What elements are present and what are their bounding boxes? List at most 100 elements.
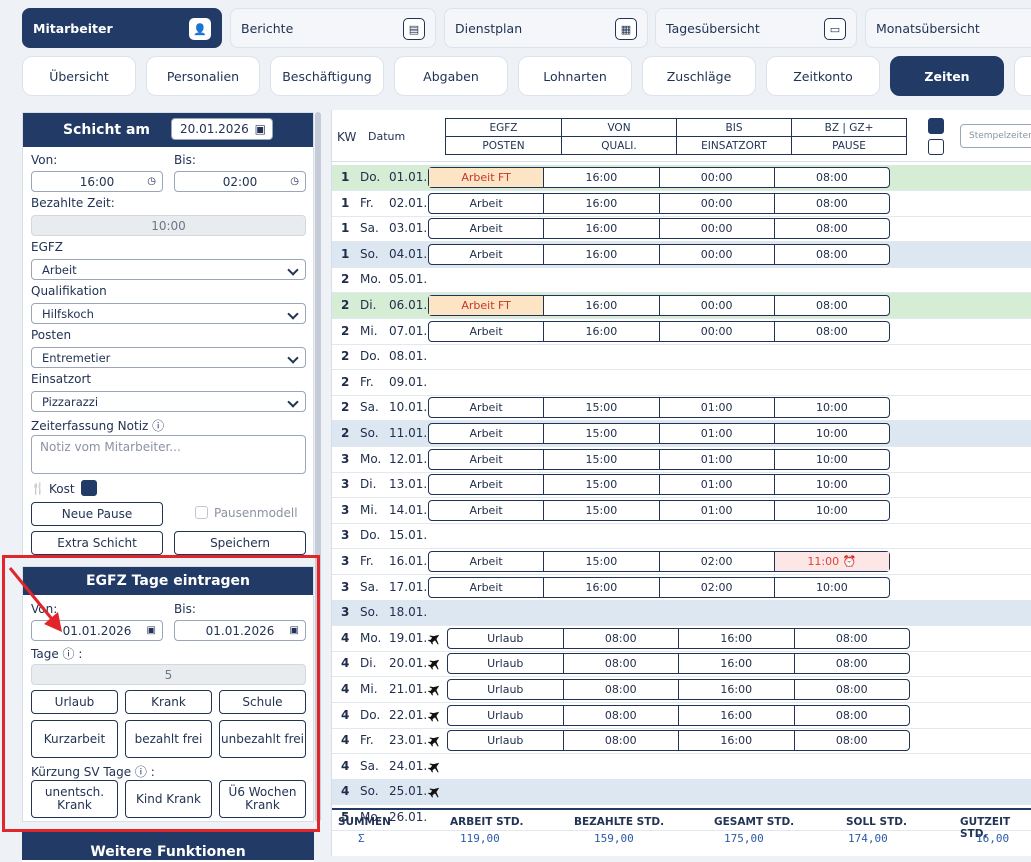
table-row[interactable]: 3 Di. 13.01. Arbeit 15:00 01:00 10:00 xyxy=(332,472,1031,499)
egfz-cell[interactable]: Arbeit FT xyxy=(429,296,545,315)
bis-cell[interactable]: 00:00 xyxy=(660,168,775,187)
shift-cells[interactable]: Arbeit 16:00 00:00 08:00 xyxy=(428,192,890,214)
table-row[interactable]: 2 Sa. 10.01. Arbeit 15:00 01:00 10:00 xyxy=(332,395,1031,422)
von-time-input[interactable]: 16:00 ◷ xyxy=(31,171,163,192)
shift-cells[interactable]: Urlaub 08:00 16:00 08:00 xyxy=(447,730,910,752)
nav-mitarbeiter[interactable]: Mitarbeiter 👤 xyxy=(22,8,222,48)
shift-cells[interactable]: Arbeit 16:00 00:00 08:00 xyxy=(428,320,890,342)
bis-cell[interactable]: 00:00 xyxy=(660,321,775,341)
egfz-cell[interactable]: Arbeit xyxy=(429,193,545,213)
shift-cells[interactable]: Arbeit 15:00 02:00 11:00 ⏰ xyxy=(428,551,890,572)
von-cell[interactable]: 16:00 xyxy=(544,321,660,341)
bis-cell[interactable]: 16:00 xyxy=(679,731,795,751)
bz-cell[interactable]: 08:00 xyxy=(835,708,868,722)
tab-personalien[interactable]: Personalien xyxy=(146,56,260,96)
egfz-cell[interactable]: Arbeit xyxy=(429,552,545,571)
bis-cell[interactable]: 01:00 xyxy=(660,449,775,469)
table-row[interactable]: 4 Di. 20.01. Urlaub 08:00 16:00 08:00 xyxy=(332,651,1031,678)
einsatzort-select[interactable]: Pizzarazzi xyxy=(31,391,306,412)
von-cell[interactable]: 08:00 xyxy=(564,654,679,674)
tab-zuschlaege[interactable]: Zuschläge xyxy=(642,56,756,96)
von-cell[interactable]: 08:00 xyxy=(564,705,679,725)
bis-time-input[interactable]: 02:00 ◷ xyxy=(174,171,306,192)
shift-cells[interactable]: Arbeit 15:00 01:00 10:00 xyxy=(428,499,890,521)
bz-cell[interactable]: 08:00 xyxy=(816,247,848,261)
schule-button[interactable]: Schule xyxy=(219,690,306,714)
table-row[interactable]: 4 Do. 22.01. Urlaub 08:00 16:00 08:00 xyxy=(332,703,1031,729)
shift-cells[interactable]: Arbeit FT 16:00 00:00 08:00 xyxy=(428,295,890,316)
von-cell[interactable]: 08:00 xyxy=(564,731,679,751)
von-cell[interactable]: 16:00 xyxy=(544,219,660,239)
tab-zeiten[interactable]: Zeiten xyxy=(890,56,1004,96)
bz-cell[interactable]: 10:00 xyxy=(816,401,848,415)
egfz-cell[interactable]: Urlaub xyxy=(448,628,564,648)
table-row[interactable]: 3 So. 18.01. xyxy=(332,600,1031,627)
bz-cell[interactable]: 10:00 xyxy=(816,427,848,440)
table-row[interactable]: 4 Mo. 19.01. Urlaub 08:00 16:00 08:00 xyxy=(332,626,1031,652)
tab-uebersicht[interactable]: Übersicht xyxy=(22,56,136,96)
table-row[interactable]: 1 Sa. 03.01. Arbeit 16:00 00:00 08:00 xyxy=(332,216,1031,243)
bz-cell[interactable]: 08:00 xyxy=(816,299,848,312)
table-row[interactable]: 3 Mi. 14.01. Arbeit 15:00 01:00 10:00 xyxy=(332,498,1031,524)
extra-schicht-button[interactable]: Extra Schicht xyxy=(31,531,163,555)
tab-lohnarten[interactable]: Lohnarten xyxy=(518,56,632,96)
egfz-cell[interactable]: Arbeit xyxy=(429,475,545,495)
table-row[interactable]: 2 Mo. 05.01. xyxy=(332,267,1031,294)
quali-select[interactable]: Hilfskoch xyxy=(31,303,306,324)
bis-cell[interactable]: 01:00 xyxy=(660,475,775,495)
egfz-cell[interactable]: Arbeit xyxy=(429,577,545,597)
von-cell[interactable]: 16:00 xyxy=(544,244,660,264)
notiz-textarea[interactable]: Notiz vom Mitarbeiter... xyxy=(31,435,306,474)
table-row[interactable]: 4 So. 25.01. xyxy=(332,779,1031,806)
nav-berichte[interactable]: Berichte ▤ xyxy=(230,8,436,48)
bz-cell[interactable]: 10:00 xyxy=(816,478,848,492)
egfz-cell[interactable]: Arbeit FT xyxy=(429,168,545,187)
bis-cell[interactable]: 16:00 xyxy=(679,654,795,674)
bz-cell[interactable]: 10:00 xyxy=(816,580,848,594)
tab-zeitkonto[interactable]: Zeitkonto xyxy=(766,56,880,96)
bis-cell[interactable]: 02:00 xyxy=(660,577,775,597)
stempelzeiten-field[interactable]: Stempelzeiten xyxy=(960,124,1031,148)
shift-cells[interactable]: Arbeit 15:00 01:00 10:00 xyxy=(428,474,890,496)
bz-cell[interactable]: 08:00 xyxy=(835,734,868,748)
egfz-cell[interactable]: Arbeit xyxy=(429,424,545,443)
tab-abgaben[interactable]: Abgaben xyxy=(394,56,508,96)
egfz-cell[interactable]: Urlaub xyxy=(448,731,564,751)
shift-cells[interactable]: Urlaub 08:00 16:00 08:00 xyxy=(447,653,910,675)
shift-cells[interactable]: Arbeit 16:00 00:00 08:00 xyxy=(428,243,890,265)
egfz-cell[interactable]: Arbeit xyxy=(429,244,545,264)
kind-krank-button[interactable]: Kind Krank xyxy=(125,780,212,818)
table-row[interactable]: 1 Fr. 02.01. Arbeit 16:00 00:00 08:00 xyxy=(332,191,1031,217)
bis-cell[interactable]: 16:00 xyxy=(679,680,795,699)
shift-cells[interactable]: Urlaub 08:00 16:00 08:00 xyxy=(447,627,910,649)
bz-cell[interactable]: 08:00 xyxy=(816,324,848,338)
table-row[interactable]: 3 Do. 15.01. xyxy=(332,523,1031,550)
table-row[interactable]: 2 Do. 08.01. xyxy=(332,344,1031,371)
unentsch-krank-button[interactable]: unentsch. Krank xyxy=(31,780,118,818)
von-cell[interactable]: 15:00 xyxy=(544,500,660,520)
egfz-cell[interactable]: Arbeit xyxy=(429,398,545,418)
bis-cell[interactable]: 16:00 xyxy=(679,705,795,725)
egfz-cell[interactable]: Arbeit xyxy=(429,219,545,239)
posten-select[interactable]: Entremetier xyxy=(31,347,306,368)
egfz-cell[interactable]: Urlaub xyxy=(448,654,564,674)
table-row[interactable]: 2 So. 11.01. Arbeit 15:00 01:00 10:00 xyxy=(332,421,1031,447)
bis-cell[interactable]: 00:00 xyxy=(660,244,775,264)
select-all-checkbox[interactable] xyxy=(928,118,944,134)
tab-more[interactable] xyxy=(1014,56,1031,96)
pausenmodell-checkbox[interactable] xyxy=(195,506,208,519)
egfz-von-date-input[interactable]: 01.01.2026 ▣ xyxy=(31,620,163,641)
table-row[interactable]: 3 Mo. 12.01. Arbeit 15:00 01:00 10:00 xyxy=(332,447,1031,473)
egfz-cell[interactable]: Arbeit xyxy=(429,449,545,469)
shift-date-input[interactable]: 20.01.2026 ▣ xyxy=(171,118,273,140)
shift-cells[interactable]: Urlaub 08:00 16:00 08:00 xyxy=(447,679,910,700)
bz-cell[interactable]: 10:00 xyxy=(816,503,848,517)
von-cell[interactable]: 08:00 xyxy=(564,628,679,648)
select-none-checkbox[interactable] xyxy=(928,139,944,155)
table-row[interactable]: 4 Sa. 24.01. xyxy=(332,754,1031,780)
table-row[interactable]: 1 So. 04.01. Arbeit 16:00 00:00 08:00 xyxy=(332,241,1031,268)
von-cell[interactable]: 16:00 xyxy=(544,296,660,315)
table-row[interactable]: 4 Mi. 21.01. Urlaub 08:00 16:00 08:00 xyxy=(332,677,1031,703)
bis-cell[interactable]: 01:00 xyxy=(660,398,775,418)
tab-beschaeftigung[interactable]: Beschäftigung xyxy=(270,56,384,96)
